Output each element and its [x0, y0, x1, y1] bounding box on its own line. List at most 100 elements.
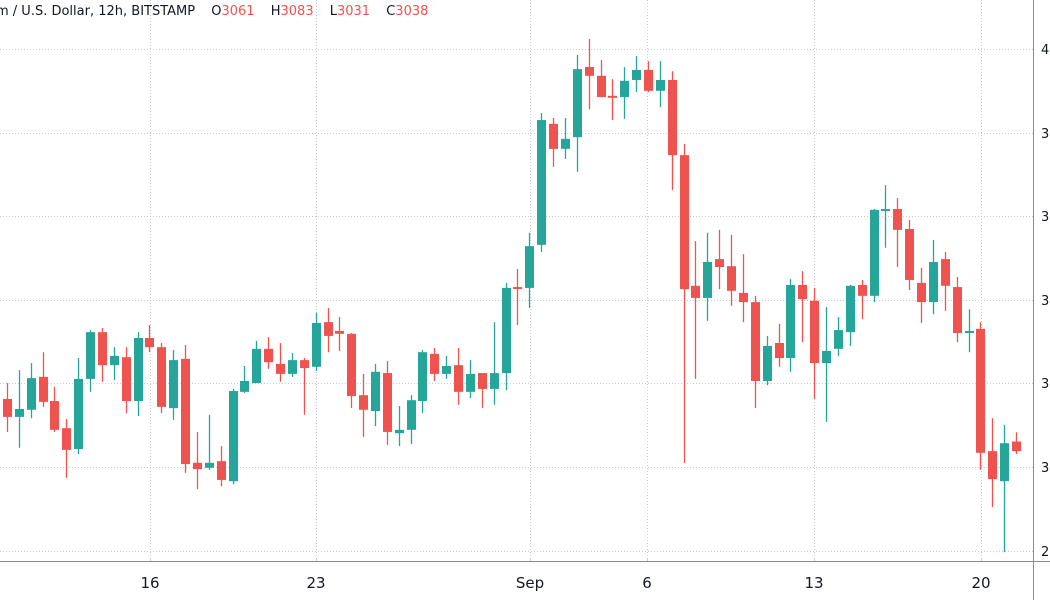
candle-body — [359, 395, 368, 410]
candle-body — [347, 333, 356, 397]
candle-down — [193, 431, 202, 490]
candle-down — [644, 61, 653, 93]
time-axis-label: 6 — [642, 574, 652, 592]
candle-down — [359, 373, 368, 437]
ohlc-high: H3083 — [270, 4, 314, 19]
price-axis-label: 2800 — [1041, 545, 1050, 560]
candle-body — [478, 373, 487, 389]
candle-body — [727, 266, 736, 291]
candle-down — [715, 229, 724, 290]
candle-up — [763, 335, 772, 386]
candle-body — [229, 391, 238, 482]
candle-body — [181, 358, 190, 465]
candle-up — [561, 117, 570, 159]
candle-down — [1012, 432, 1021, 455]
candle-down — [597, 59, 606, 98]
candle-body — [953, 287, 962, 333]
candle-body — [335, 330, 344, 334]
candle-up — [312, 312, 321, 371]
candle-up — [632, 56, 641, 93]
candle-body — [1000, 443, 1009, 482]
candle-down — [478, 373, 487, 409]
candle-up — [822, 307, 831, 422]
candle-body — [585, 67, 594, 76]
candle-up — [1000, 424, 1009, 553]
candle-up — [15, 370, 24, 448]
candle-up — [74, 358, 83, 455]
candle-down — [157, 343, 166, 414]
candle-up — [965, 309, 974, 353]
candle-up — [27, 363, 36, 419]
candle-body — [881, 208, 890, 211]
candle-up — [86, 330, 95, 392]
candle-up — [656, 61, 665, 108]
candle-body — [561, 138, 570, 149]
candle-body — [917, 282, 926, 303]
candle-down — [751, 295, 760, 409]
candle-down — [941, 251, 950, 311]
time-axis-label: Sep — [516, 574, 544, 592]
candle-body — [3, 398, 12, 417]
candle-down — [608, 79, 617, 121]
candle-down — [335, 317, 344, 351]
candle-body — [537, 120, 546, 245]
candle-body — [798, 284, 807, 300]
price-axis-label: 4000 — [1041, 43, 1050, 58]
candle-down — [383, 360, 392, 445]
candle-body — [988, 451, 997, 480]
candle-body — [893, 208, 902, 230]
candle-body — [549, 123, 558, 149]
candle-body — [644, 69, 653, 91]
candle-body — [74, 378, 83, 450]
candle-down — [680, 143, 689, 463]
ohlc-close: C3038 — [386, 4, 429, 19]
candle-body — [430, 353, 439, 374]
candle-down — [668, 71, 677, 191]
candle-up — [288, 353, 297, 377]
candle-body — [905, 229, 914, 280]
candle-body — [169, 360, 178, 409]
candle-body — [608, 95, 617, 98]
candle-up — [490, 322, 499, 405]
candle-body — [739, 292, 748, 303]
candle-body — [775, 343, 784, 359]
candle-up — [502, 282, 511, 391]
candles — [3, 39, 1021, 553]
candle-down — [917, 267, 926, 323]
candle-down — [145, 325, 154, 353]
candle-down — [739, 254, 748, 323]
candle-body — [1012, 441, 1021, 452]
candle-down — [39, 352, 48, 407]
candle-body — [240, 380, 249, 392]
candle-down — [691, 241, 700, 379]
time-axis-label: 23 — [306, 574, 325, 592]
candle-down — [300, 358, 309, 415]
candle-up — [525, 232, 534, 308]
candle-body — [490, 373, 499, 389]
candle-body — [442, 365, 451, 374]
price-axis-label: 3000 — [1041, 461, 1050, 476]
candle-body — [858, 284, 867, 296]
candle-down — [727, 234, 736, 306]
candle-body — [929, 262, 938, 303]
candle-down — [953, 277, 962, 343]
candle-up — [846, 284, 855, 346]
time-axis-label: 13 — [804, 574, 823, 592]
candle-body — [976, 328, 985, 453]
candle-body — [965, 330, 974, 333]
candle-down — [858, 279, 867, 320]
candle-body — [371, 371, 380, 412]
candle-body — [122, 357, 131, 402]
candle-body — [134, 337, 143, 402]
candle-body — [763, 345, 772, 381]
price-axis-label: 3600 — [1041, 210, 1050, 225]
candle-down — [217, 446, 226, 487]
candle-body — [98, 332, 107, 366]
candle-up — [703, 232, 712, 321]
candle-down — [122, 347, 131, 414]
candle-down — [181, 345, 190, 473]
candle-up — [537, 112, 546, 252]
candle-up — [929, 239, 938, 315]
candle-body — [620, 80, 629, 98]
